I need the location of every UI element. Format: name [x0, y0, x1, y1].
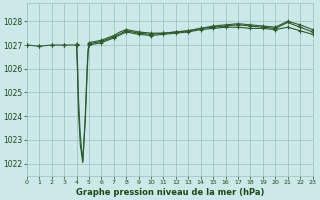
X-axis label: Graphe pression niveau de la mer (hPa): Graphe pression niveau de la mer (hPa) — [76, 188, 264, 197]
